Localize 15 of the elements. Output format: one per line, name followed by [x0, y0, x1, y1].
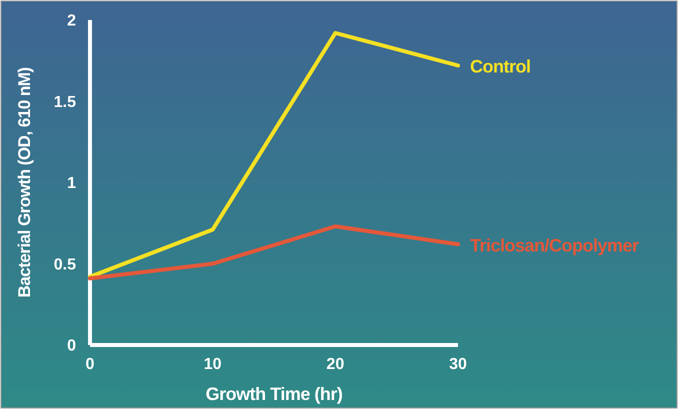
- y-tick-label: 1.5: [54, 94, 76, 111]
- series-label: Triclosan/Copolymer: [470, 235, 640, 256]
- y-tick-label: 0: [67, 338, 76, 355]
- y-axis-title: Bacterial Growth (OD, 610 nM): [15, 67, 34, 298]
- y-tick-label: 0.5: [54, 256, 76, 274]
- y-tick-label: 1: [67, 175, 76, 192]
- series-label: Control: [470, 56, 530, 76]
- y-tick-label: 2: [67, 12, 76, 30]
- x-tick-label: 10: [204, 356, 222, 373]
- x-tick-label: 30: [449, 356, 467, 373]
- line-series: [88, 224, 460, 280]
- x-tick-label: 0: [86, 356, 95, 373]
- x-tick-label: 20: [326, 356, 344, 373]
- x-axis-title: Growth Time (hr): [206, 384, 343, 404]
- line-series: [88, 31, 460, 279]
